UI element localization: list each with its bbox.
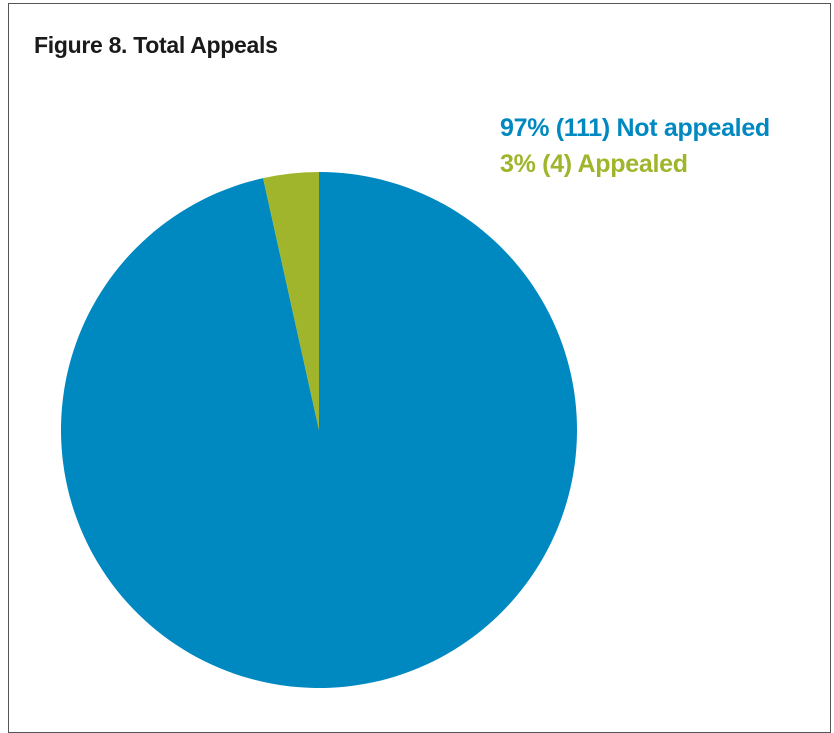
chart-title: Figure 8. Total Appeals	[34, 32, 278, 58]
pie-slice-appealed	[263, 172, 319, 430]
chart-legend: 97% (111) Not appealed 3% (4) Appealed	[500, 110, 770, 182]
pie-slice-not-appealed	[60, 172, 578, 689]
legend-entry-appealed: 3% (4) Appealed	[500, 150, 688, 178]
legend-entry-not-appealed: 97% (111) Not appealed	[500, 114, 770, 142]
